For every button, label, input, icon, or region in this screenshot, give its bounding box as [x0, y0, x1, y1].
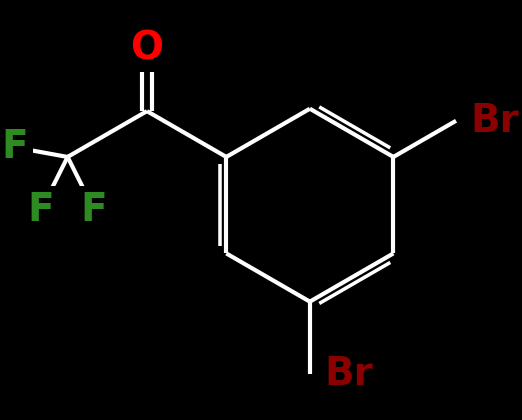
Text: Br: Br [470, 102, 519, 140]
Text: F: F [1, 128, 28, 166]
Text: F: F [28, 191, 54, 229]
Text: O: O [130, 29, 163, 68]
Text: Br: Br [324, 355, 373, 393]
Text: F: F [81, 191, 108, 229]
